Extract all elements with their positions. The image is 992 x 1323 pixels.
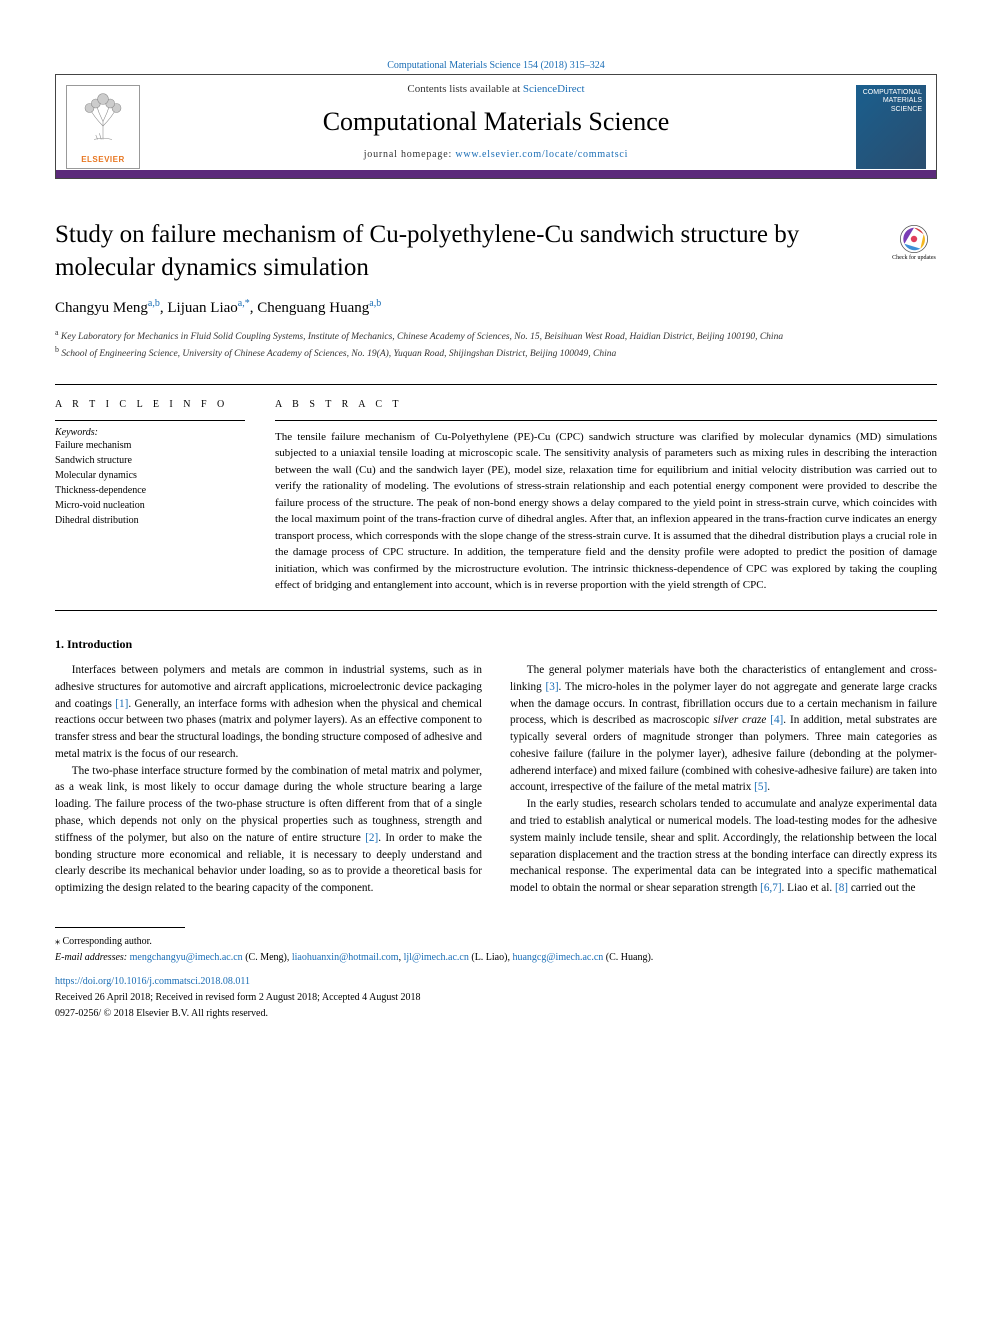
affil-a-text: Key Laboratory for Mechanics in Fluid So… — [61, 332, 783, 342]
ref-1[interactable]: [1] — [115, 698, 128, 710]
ref-6-7[interactable]: [6,7] — [760, 882, 781, 894]
received-line: Received 26 April 2018; Received in revi… — [55, 990, 937, 1006]
contents-available: Contents lists available at ScienceDirec… — [56, 75, 936, 101]
affiliation-a: a Key Laboratory for Mechanics in Fluid … — [55, 327, 937, 344]
email-2[interactable]: liaohuanxin@hotmail.com — [292, 952, 399, 963]
section-heading-intro: 1. Introduction — [55, 637, 937, 652]
article-title: Study on failure mechanism of Cu-polyeth… — [55, 219, 937, 284]
check-updates-label: Check for updates — [892, 255, 936, 261]
keywords-label: Keywords: — [55, 427, 245, 438]
body-para-3: The general polymer materials have both … — [510, 662, 937, 796]
email-3[interactable]: ljl@imech.ac.cn — [404, 952, 469, 963]
article-info-col: A R T I C L E I N F O Keywords: Failure … — [55, 399, 245, 594]
keywords-list: Failure mechanism Sandwich structure Mol… — [55, 438, 245, 528]
keyword-item: Micro-void nucleation — [55, 498, 245, 513]
abstract-col: A B S T R A C T The tensile failure mech… — [275, 399, 937, 594]
ref-8[interactable]: [8] — [835, 882, 848, 894]
body-para-4: In the early studies, research scholars … — [510, 796, 937, 897]
email-line: E-mail addresses: mengchangyu@imech.ac.c… — [55, 950, 937, 966]
elsevier-logo: ELSEVIER — [66, 85, 140, 169]
elsevier-name: ELSEVIER — [81, 155, 125, 164]
keyword-item: Failure mechanism — [55, 438, 245, 453]
corresponding-author-line: ⁎ Corresponding author. — [55, 934, 937, 950]
author-3: Chenguang Huang — [257, 300, 369, 316]
affil-b-text: School of Engineering Science, Universit… — [61, 350, 616, 360]
author-1: Changyu Meng — [55, 300, 148, 316]
contents-prefix: Contents lists available at — [407, 83, 522, 95]
homepage-link[interactable]: www.elsevier.com/locate/commatsci — [455, 149, 628, 160]
abstract-text: The tensile failure mechanism of Cu-Poly… — [275, 429, 937, 594]
ref-3[interactable]: [3] — [546, 681, 559, 693]
author-2: Lijuan Liao — [167, 300, 237, 316]
article-info-heading: A R T I C L E I N F O — [55, 399, 245, 410]
author-2-affil[interactable]: a,* — [238, 298, 250, 309]
cover-line-1: COMPUTATIONAL — [860, 89, 922, 97]
keyword-item: Dihedral distribution — [55, 513, 245, 528]
abstract-heading: A B S T R A C T — [275, 399, 937, 410]
author-3-affil[interactable]: a,b — [369, 298, 381, 309]
authors-line: Changyu Menga,b, Lijuan Liaoa,*, Chengua… — [55, 298, 937, 317]
citation-line: Computational Materials Science 154 (201… — [55, 60, 937, 71]
keyword-item: Molecular dynamics — [55, 468, 245, 483]
email-4[interactable]: huangcg@imech.ac.cn — [512, 952, 603, 963]
email-1[interactable]: mengchangyu@imech.ac.cn — [130, 952, 243, 963]
affiliation-b: b School of Engineering Science, Univers… — [55, 344, 937, 361]
doi-link[interactable]: https://doi.org/10.1016/j.commatsci.2018… — [55, 976, 250, 987]
check-for-updates-badge[interactable]: Check for updates — [891, 223, 937, 269]
journal-header-banner: ELSEVIER COMPUTATIONAL MATERIALS SCIENCE… — [55, 74, 937, 179]
cover-line-3: SCIENCE — [860, 106, 922, 114]
body-para-2: The two-phase interface structure formed… — [55, 763, 482, 897]
keyword-item: Sandwich structure — [55, 453, 245, 468]
ref-2[interactable]: [2] — [365, 832, 378, 844]
keyword-item: Thickness-dependence — [55, 483, 245, 498]
affil-a-mark: a — [55, 328, 59, 337]
italic-phrase: silver craze — [713, 714, 766, 726]
article-info-abstract-row: A R T I C L E I N F O Keywords: Failure … — [55, 384, 937, 611]
footer: ⁎ Corresponding author. E-mail addresses… — [55, 934, 937, 1022]
citation-link[interactable]: Computational Materials Science 154 (201… — [387, 60, 604, 71]
body-two-column: Interfaces between polymers and metals a… — [55, 662, 937, 897]
elsevier-tree-icon — [76, 90, 130, 144]
journal-cover-thumbnail: COMPUTATIONAL MATERIALS SCIENCE — [856, 85, 926, 169]
cover-line-2: MATERIALS — [860, 97, 922, 105]
sciencedirect-link[interactable]: ScienceDirect — [523, 83, 585, 95]
journal-homepage: journal homepage: www.elsevier.com/locat… — [56, 149, 936, 170]
corresp-text: Corresponding author. — [60, 936, 152, 947]
affiliations: a Key Laboratory for Mechanics in Fluid … — [55, 327, 937, 362]
copyright-line: 0927-0256/ © 2018 Elsevier B.V. All righ… — [55, 1006, 937, 1022]
ref-5[interactable]: [5] — [754, 781, 767, 793]
footnote-rule — [55, 927, 185, 928]
email-label: E-mail addresses: — [55, 952, 130, 963]
affil-b-mark: b — [55, 345, 59, 354]
homepage-prefix: journal homepage: — [364, 149, 456, 160]
check-updates-icon — [898, 223, 930, 255]
body-para-1: Interfaces between polymers and metals a… — [55, 662, 482, 763]
accent-bar — [56, 170, 936, 178]
author-1-affil[interactable]: a,b — [148, 298, 160, 309]
ref-4[interactable]: [4] — [770, 714, 783, 726]
journal-name: Computational Materials Science — [56, 101, 936, 149]
